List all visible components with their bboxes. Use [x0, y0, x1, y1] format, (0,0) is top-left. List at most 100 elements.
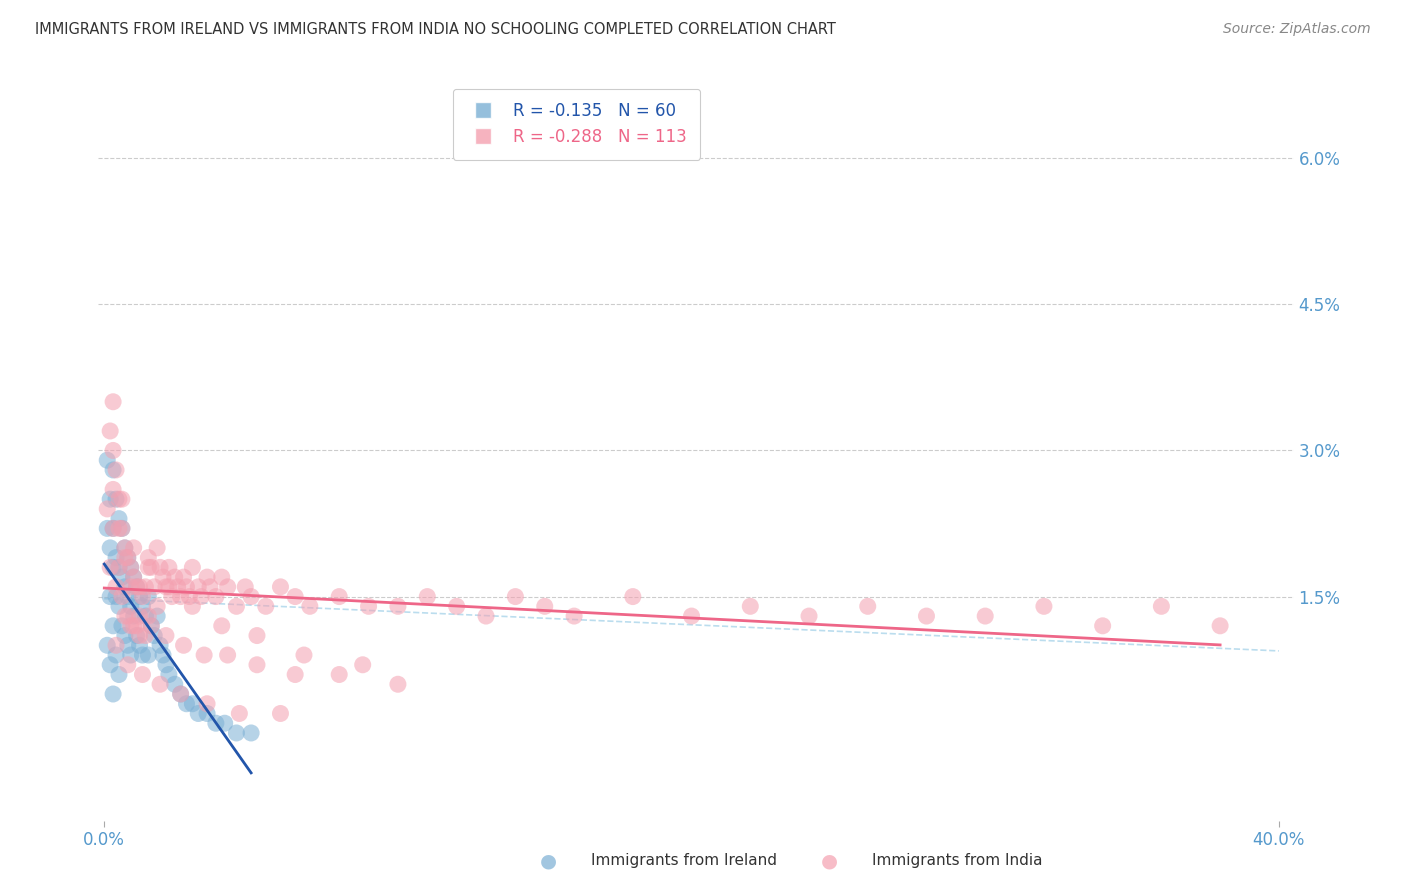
- Point: [169, 590, 191, 604]
- Point: [157, 667, 180, 681]
- Point: [176, 580, 198, 594]
- Point: [181, 560, 204, 574]
- Point: [96, 502, 118, 516]
- Point: [352, 657, 374, 672]
- Point: [98, 492, 121, 507]
- Point: [228, 706, 250, 721]
- Point: [96, 521, 118, 535]
- Point: [157, 580, 180, 594]
- Point: [128, 629, 150, 643]
- Point: [131, 590, 153, 604]
- Point: [125, 580, 148, 594]
- Point: [122, 619, 145, 633]
- Point: [387, 677, 409, 691]
- Point: [152, 570, 174, 584]
- Point: [205, 590, 228, 604]
- Point: [117, 590, 139, 604]
- Point: [163, 570, 186, 584]
- Point: [149, 677, 172, 691]
- Point: [533, 599, 555, 614]
- Point: [562, 609, 585, 624]
- Point: [138, 550, 160, 565]
- Point: [193, 648, 215, 662]
- Point: [146, 609, 169, 624]
- Point: [155, 629, 177, 643]
- Point: [157, 560, 180, 574]
- Point: [101, 687, 124, 701]
- Point: [128, 580, 150, 594]
- Point: [143, 629, 166, 643]
- Point: [96, 638, 118, 652]
- Point: [117, 550, 139, 565]
- Point: [98, 657, 121, 672]
- Point: [1209, 619, 1232, 633]
- Point: [111, 521, 134, 535]
- Point: [108, 521, 131, 535]
- Point: [101, 483, 124, 497]
- Point: [120, 599, 142, 614]
- Point: [328, 667, 350, 681]
- Point: [101, 394, 124, 409]
- Point: [117, 550, 139, 565]
- Point: [122, 570, 145, 584]
- Point: [122, 541, 145, 555]
- Point: [225, 599, 247, 614]
- Point: [181, 697, 204, 711]
- Point: [181, 599, 204, 614]
- Point: [138, 560, 160, 574]
- Point: [155, 580, 177, 594]
- Point: [505, 590, 527, 604]
- Point: [128, 638, 150, 652]
- Point: [105, 492, 128, 507]
- Point: [475, 609, 498, 624]
- Point: [120, 648, 142, 662]
- Point: [111, 619, 134, 633]
- Point: [101, 521, 124, 535]
- Text: ●: ●: [540, 851, 557, 871]
- Point: [98, 560, 121, 574]
- Point: [117, 657, 139, 672]
- Point: [134, 609, 156, 624]
- Point: [681, 609, 703, 624]
- Point: [173, 638, 195, 652]
- Point: [179, 590, 201, 604]
- Point: [141, 560, 163, 574]
- Point: [387, 599, 409, 614]
- Text: IMMIGRANTS FROM IRELAND VS IMMIGRANTS FROM INDIA NO SCHOOLING COMPLETED CORRELAT: IMMIGRANTS FROM IRELAND VS IMMIGRANTS FR…: [35, 22, 837, 37]
- Point: [138, 609, 160, 624]
- Point: [225, 726, 247, 740]
- Point: [120, 619, 142, 633]
- Point: [120, 560, 142, 574]
- Point: [149, 560, 172, 574]
- Point: [111, 492, 134, 507]
- Text: ●: ●: [821, 851, 838, 871]
- Point: [217, 580, 239, 594]
- Point: [98, 424, 121, 438]
- Point: [187, 580, 209, 594]
- Point: [134, 629, 156, 643]
- Point: [214, 716, 236, 731]
- Point: [114, 550, 136, 565]
- Point: [98, 590, 121, 604]
- Point: [233, 580, 256, 594]
- Point: [284, 667, 307, 681]
- Point: [141, 619, 163, 633]
- Point: [108, 599, 131, 614]
- Point: [284, 590, 307, 604]
- Point: [163, 677, 186, 691]
- Point: [128, 609, 150, 624]
- Point: [101, 443, 124, 458]
- Point: [292, 648, 315, 662]
- Point: [108, 560, 131, 574]
- Point: [101, 521, 124, 535]
- Point: [105, 463, 128, 477]
- Point: [205, 716, 228, 731]
- Point: [131, 667, 153, 681]
- Point: [187, 706, 209, 721]
- Point: [96, 453, 118, 467]
- Point: [128, 590, 150, 604]
- Text: Source: ZipAtlas.com: Source: ZipAtlas.com: [1223, 22, 1371, 37]
- Point: [111, 521, 134, 535]
- Point: [149, 638, 172, 652]
- Point: [138, 590, 160, 604]
